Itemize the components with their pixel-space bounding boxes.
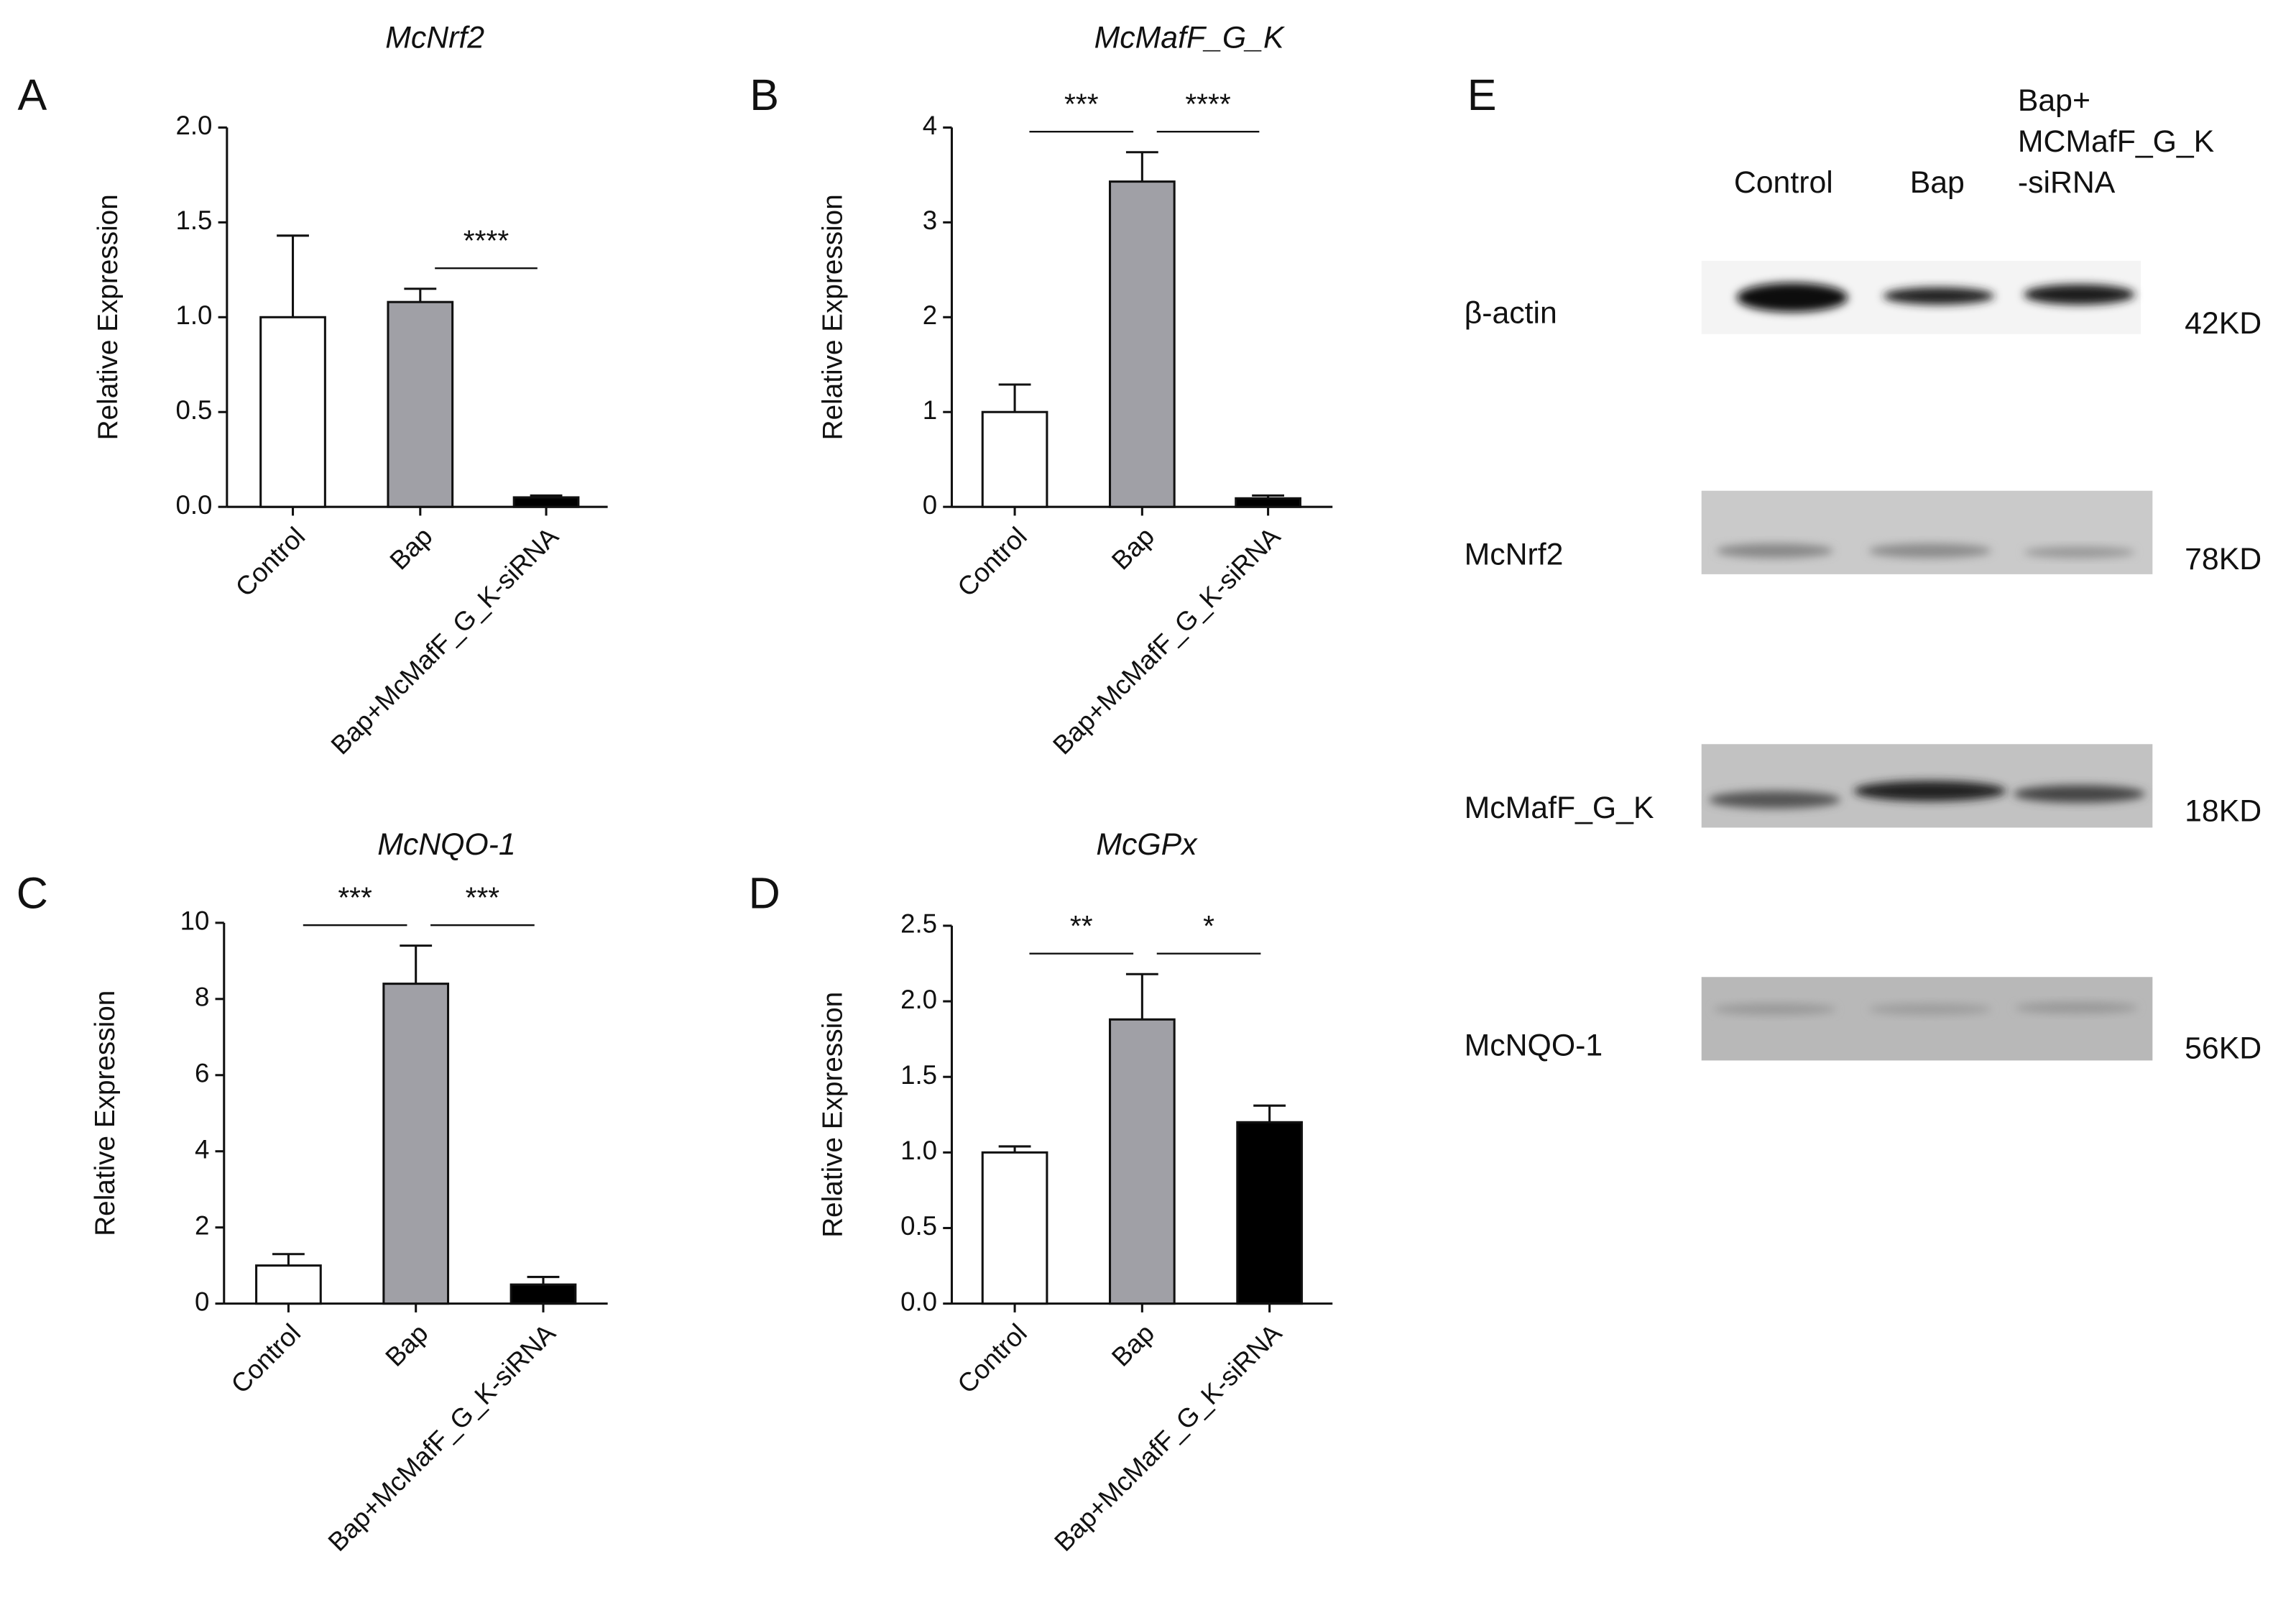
panel-label: B <box>750 70 779 119</box>
y-axis-label: Relative Expression <box>818 194 849 440</box>
bar <box>1108 180 1176 508</box>
y-tick-label: 8 <box>195 983 209 1012</box>
significance-label: * <box>1203 909 1214 942</box>
y-tick-label: 2.5 <box>900 909 937 939</box>
blot-band <box>1868 1003 1992 1016</box>
protein-label: McNQO-1 <box>1465 1028 1603 1062</box>
blot-band <box>1708 791 1841 809</box>
y-axis-label: Relative Expression <box>90 990 121 1236</box>
bar <box>1235 497 1301 508</box>
chart-title: McMafF_G_K <box>1094 20 1286 55</box>
molecular-weight: 78KD <box>2185 542 2262 576</box>
y-tick-label: 6 <box>195 1058 209 1088</box>
blot-band <box>1736 282 1848 313</box>
y-tick-label: 4 <box>923 111 937 140</box>
blot-band <box>2024 284 2135 305</box>
panel-label: C <box>17 868 48 917</box>
blot-band <box>1716 543 1834 558</box>
bar <box>382 983 450 1305</box>
protein-label: McMafF_G_K <box>1465 791 1654 825</box>
blot-band <box>1883 287 1995 305</box>
y-axis-label: Relative Expression <box>818 992 849 1238</box>
y-tick-label: 0 <box>195 1287 209 1316</box>
bar <box>1236 1121 1303 1305</box>
y-tick-label: 10 <box>180 906 210 936</box>
y-tick-label: 2 <box>195 1210 209 1240</box>
lane-label: Bap+ <box>2018 83 2090 118</box>
y-tick-label: 1.5 <box>900 1060 937 1090</box>
bar <box>981 410 1048 508</box>
bar <box>981 1151 1048 1305</box>
blot-band <box>1713 1003 1837 1016</box>
significance-label: *** <box>1064 88 1099 121</box>
blot-band <box>2014 1001 2138 1014</box>
molecular-weight: 56KD <box>2185 1031 2262 1065</box>
lane-label: MCMafF_G_K <box>2018 124 2215 159</box>
y-tick-label: 0.0 <box>175 490 212 520</box>
bar <box>510 1283 577 1305</box>
significance-label: **** <box>464 224 510 257</box>
bar <box>1108 1018 1176 1305</box>
y-axis-label: Relative Expression <box>93 194 124 440</box>
blot-band <box>2024 546 2135 558</box>
y-tick-label: 0.5 <box>175 395 212 425</box>
panel-label: D <box>749 868 780 917</box>
y-tick-label: 2.0 <box>175 111 212 140</box>
bar <box>259 316 326 508</box>
y-tick-label: 1.0 <box>175 300 212 330</box>
blot-images <box>1701 260 2153 1061</box>
y-tick-label: 1.5 <box>175 206 212 235</box>
y-tick-label: 0.0 <box>900 1287 937 1316</box>
protein-label: McNrf2 <box>1465 538 1564 572</box>
blot-strip <box>1701 490 2153 574</box>
panel-label: E <box>1467 70 1497 119</box>
y-tick-label: 0.5 <box>900 1211 937 1241</box>
lane-label: Bap <box>1910 165 1965 200</box>
y-tick-label: 2.0 <box>900 985 937 1014</box>
significance-label: **** <box>1185 88 1231 121</box>
chart-title: McNQO-1 <box>377 827 516 862</box>
y-tick-label: 2 <box>923 300 937 330</box>
blot-strip <box>1701 977 2153 1061</box>
molecular-weight: 42KD <box>2185 306 2262 341</box>
significance-label: *** <box>338 881 372 914</box>
lane-label: Control <box>1734 165 1833 200</box>
y-tick-label: 1.0 <box>900 1136 937 1165</box>
y-tick-label: 0 <box>923 490 937 520</box>
chart-title: McNrf2 <box>385 20 484 55</box>
chart-title: McGPx <box>1096 827 1198 862</box>
bar <box>387 300 454 508</box>
blot-band <box>2013 785 2146 803</box>
panel-label: A <box>17 70 47 119</box>
bar <box>255 1264 322 1305</box>
protein-label: β-actin <box>1465 296 1557 331</box>
significance-label: *** <box>466 881 500 914</box>
y-tick-label: 1 <box>923 395 937 425</box>
y-tick-label: 3 <box>923 206 937 235</box>
lane-label: -siRNA <box>2018 165 2116 200</box>
molecular-weight: 18KD <box>2185 794 2262 828</box>
blot-band <box>1868 543 1992 558</box>
significance-label: ** <box>1070 909 1093 942</box>
y-tick-label: 4 <box>195 1134 209 1164</box>
bar <box>512 496 580 508</box>
blot-band <box>1853 781 2006 801</box>
